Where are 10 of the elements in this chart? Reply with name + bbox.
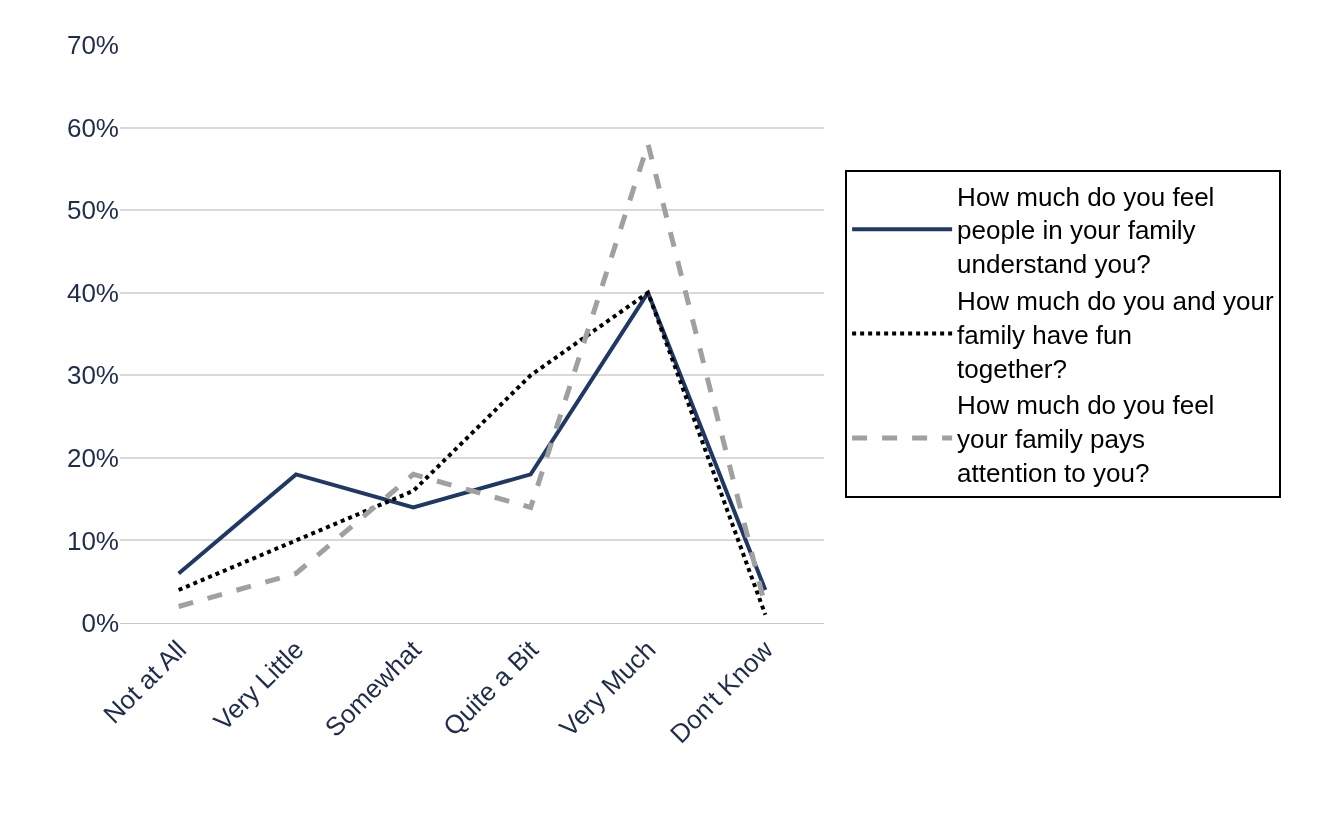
y-tick-label: 50% — [66, 195, 119, 226]
y-tick-label: 70% — [66, 30, 119, 61]
y-tick-label: 10% — [66, 525, 119, 556]
legend-label: How much do you and your family have fun together? — [957, 285, 1274, 384]
y-tick-label: 30% — [66, 360, 119, 391]
y-tick-label: 20% — [66, 442, 119, 473]
y-tick-label: 60% — [66, 112, 119, 143]
legend-label: How much do you feel people in your family understand you? — [957, 181, 1215, 280]
y-tick-label: 40% — [66, 277, 119, 308]
legend-label: How much do you feel your family pays attention to you? — [957, 390, 1215, 488]
